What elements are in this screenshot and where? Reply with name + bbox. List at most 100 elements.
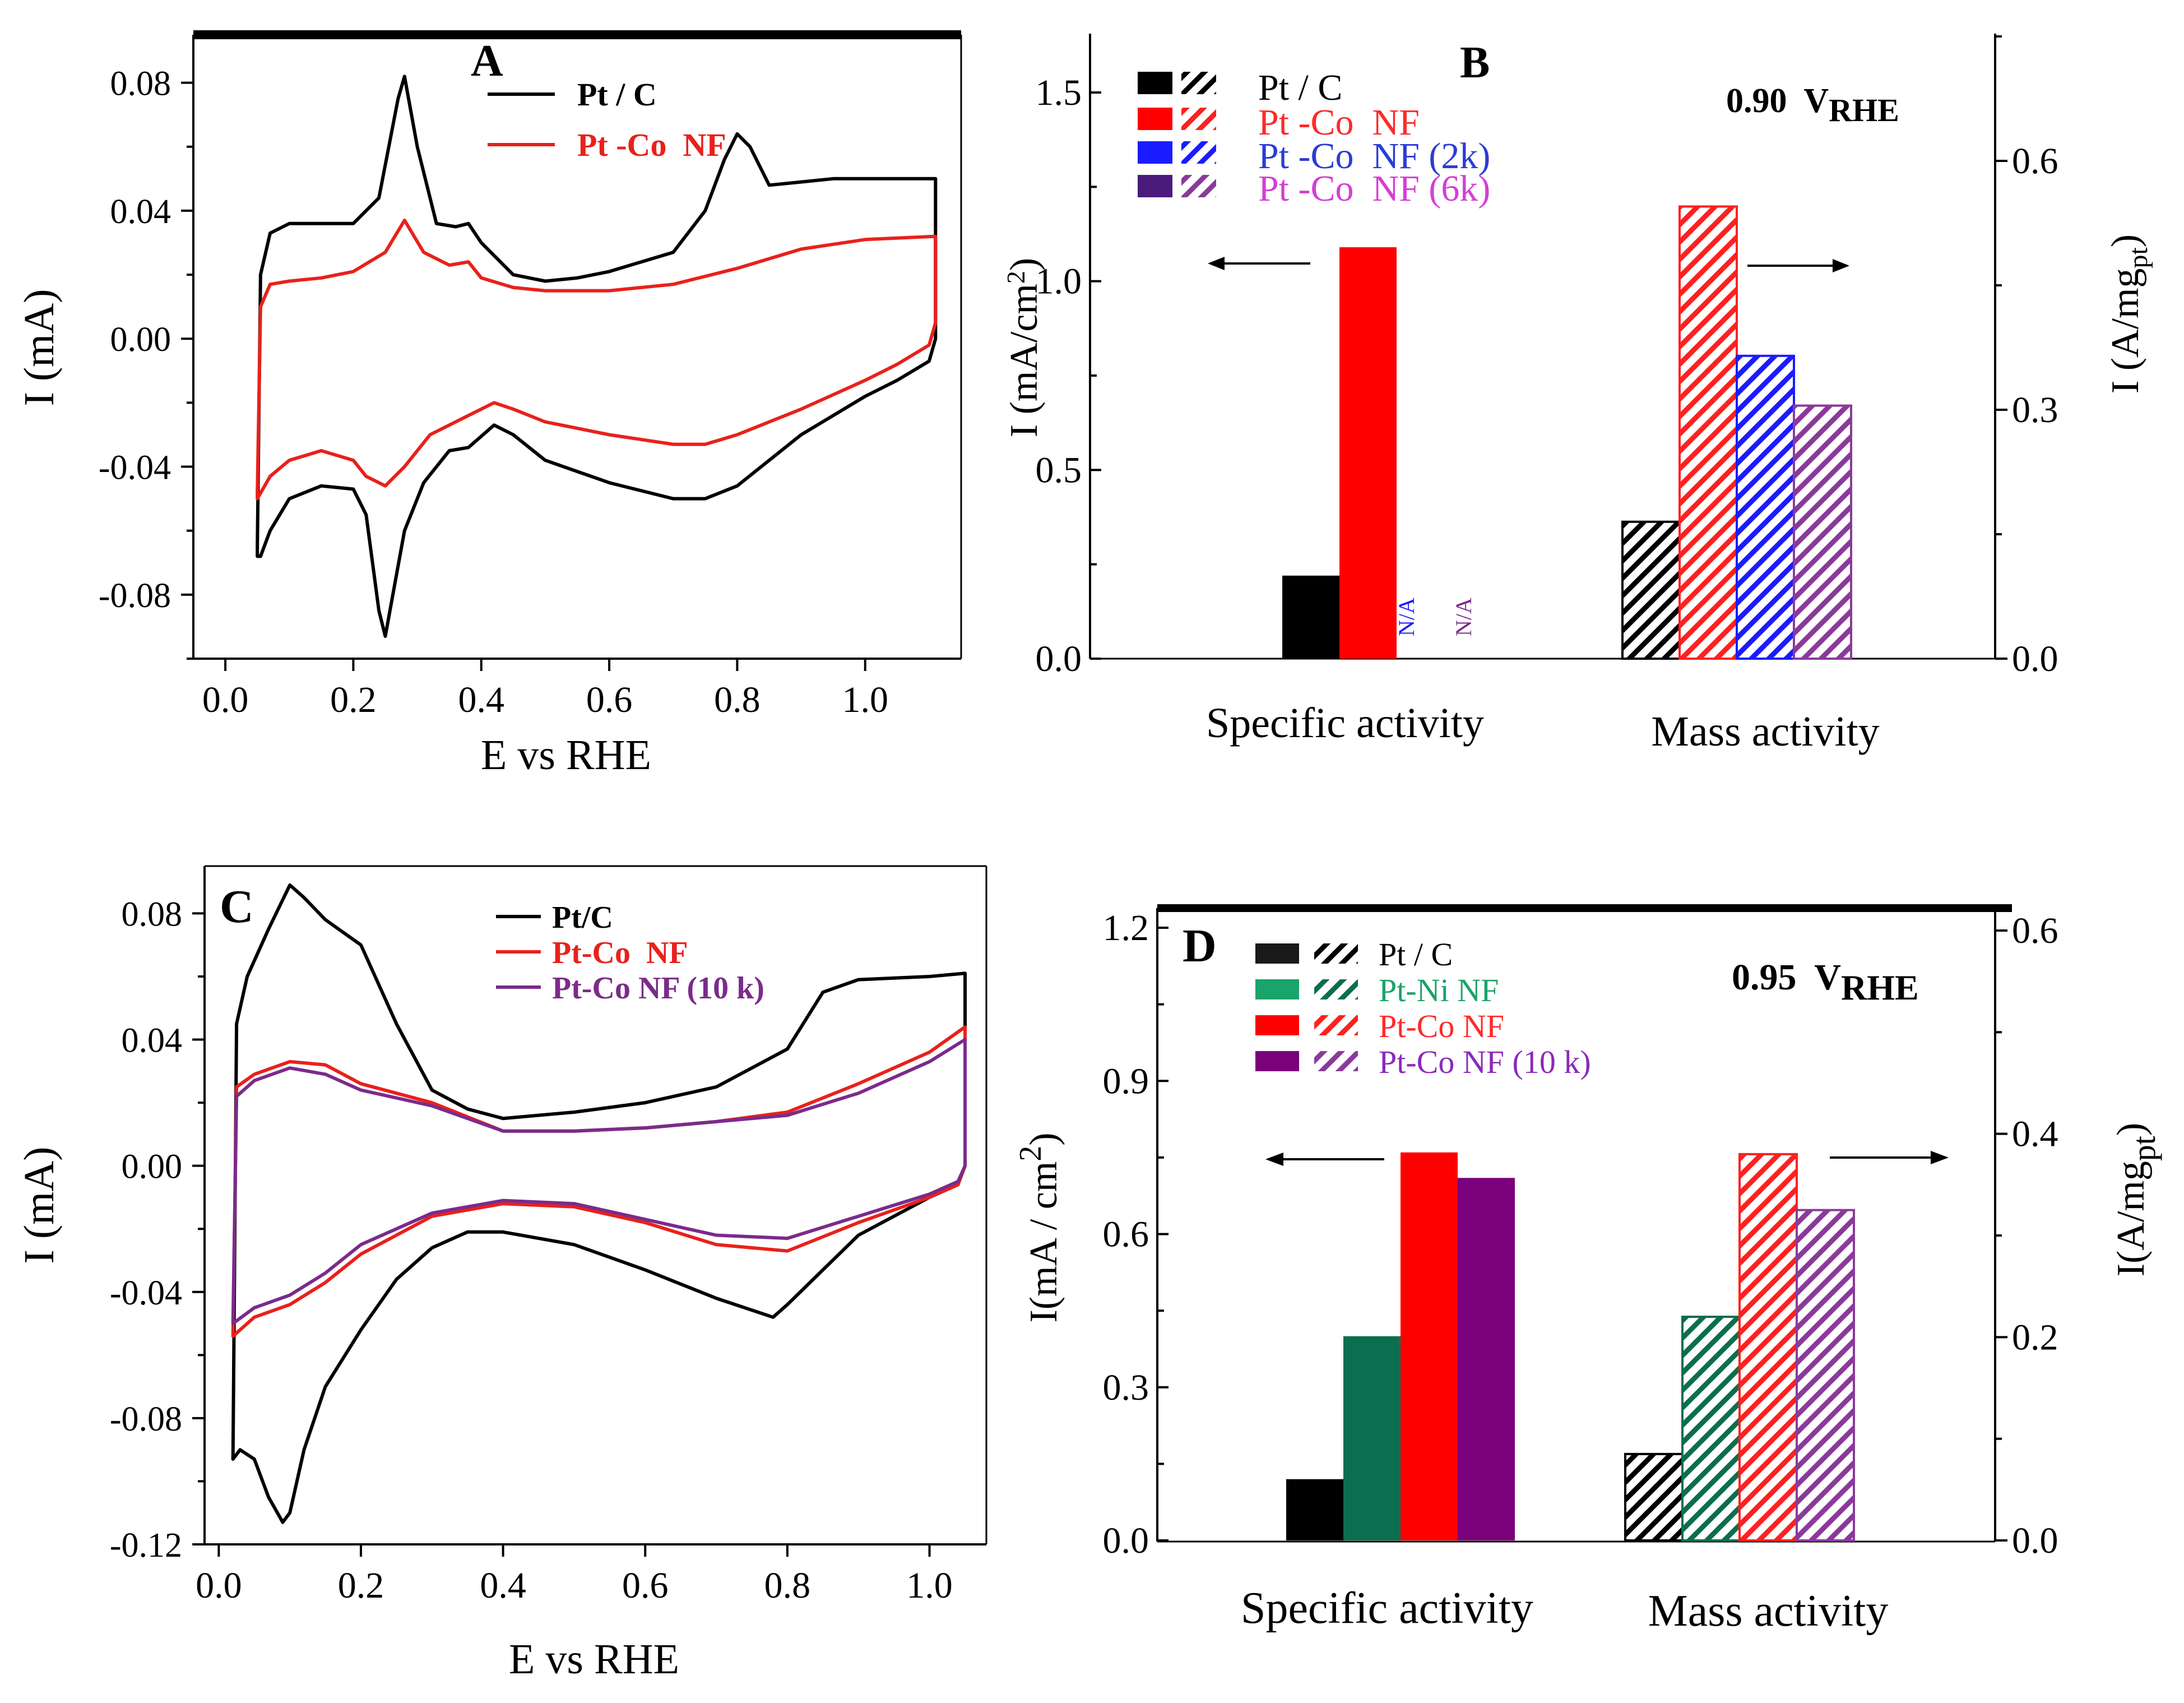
panel-c-legend: Pt/C Pt-Co NF Pt-Co NF (10 k) <box>496 900 764 1006</box>
panel-d-right-tick-label: 0.2 <box>2012 1317 2058 1358</box>
panel-b-left-tick-label: 1.5 <box>1036 72 1082 113</box>
legend-b-ptco2k-hatch <box>1181 141 1216 164</box>
panel-b-bar-mass-pt-c <box>1621 520 1681 660</box>
legend-d-ptco10k-solid <box>1255 1051 1299 1071</box>
panel-d-bar-specific-pt-co-nf <box>1401 1152 1458 1540</box>
panel-b-right-tick-label: 0.0 <box>2012 638 2058 679</box>
panel-d-bar-mass-pt-co-nf-10-k <box>1796 1209 1855 1542</box>
panel-b-bar-specific-pt-co-nf <box>1339 247 1397 659</box>
legend-d-ptco-label: Pt-Co NF <box>1379 1008 1504 1044</box>
legend-d-ptni-hatch <box>1314 979 1358 999</box>
panel-a-curves <box>256 75 938 638</box>
panel-c-x-tick-label: 0.0 <box>196 1565 242 1606</box>
panel-a-x-label: E vs RHE <box>481 732 651 779</box>
panel-a-letter: A <box>471 36 503 86</box>
panel-d-left-tick-label: 0.3 <box>1103 1367 1149 1408</box>
panel-d-bar-specific-pt-c <box>1286 1479 1343 1540</box>
panel-b-arrow-right <box>1747 259 1849 272</box>
panel-b-left-tick-label: 0.0 <box>1036 638 1082 679</box>
panel-a-y-tick-label: 0.08 <box>110 65 171 103</box>
legend-b-ptco-label: Pt -Co NF <box>1258 102 1420 143</box>
panel-d-right-tick-label: 0.0 <box>2012 1520 2058 1561</box>
panel-d-bar-mass-pt-c <box>1624 1452 1684 1542</box>
legend-b-ptc-hatch <box>1181 72 1216 94</box>
panel-c-x-tick-label: 0.4 <box>480 1565 526 1606</box>
panel-d-right-tick-label: 0.4 <box>2012 1114 2058 1155</box>
panel-b-na-label-pt-co-nf-2k: N/A <box>1394 598 1419 636</box>
panel-a-x-tick-label: 0.6 <box>586 679 633 720</box>
panel-b-category-specific: Specific activity <box>1206 700 1484 747</box>
legend-b-ptco2k-label: Pt -Co NF (2k) <box>1258 136 1490 177</box>
legend-b-ptco-hatch <box>1181 108 1216 130</box>
panel-c-y-tick-label: 0.04 <box>122 1022 183 1060</box>
panel-a-ticks: 0.0 0.2 0.4 0.6 0.8 1.0 -0.08 -0.04 0.00 0.04 0.08 <box>99 65 888 720</box>
panel-a-curve-pt-c <box>256 75 938 638</box>
panel-d-ticks: 0.0 0.3 0.6 0.9 1.2 0.0 0.2 0.4 0.6 <box>1103 908 2058 1561</box>
panel-d-category-specific: Specific activity <box>1241 1584 1533 1633</box>
panel-d-letter: D <box>1183 920 1217 972</box>
panel-a-legend-label-ptco: Pt -Co NF <box>577 127 726 163</box>
panel-a-y-tick-label: -0.04 <box>99 449 171 487</box>
panel-d-arrow-left <box>1265 1153 1384 1166</box>
panel-a-y-tick-label: -0.08 <box>99 577 171 615</box>
panel-c-curve-pt-co-nf <box>231 1025 967 1338</box>
panel-b-na-label-pt-co-nf-6k: N/A <box>1451 598 1476 636</box>
panel-a-legend: Pt / C Pt -Co NF <box>488 76 726 163</box>
panel-b-bar-mass-pt-co-nf-6k <box>1793 404 1852 660</box>
panel-b-y-label-left: I (mA/cm2) <box>1001 258 1046 437</box>
legend-d-ptni-solid <box>1255 979 1299 999</box>
panel-c-y-tick-label: -0.04 <box>110 1274 182 1312</box>
panel-c-curve-pt-co-nf-10-k <box>231 1038 967 1325</box>
panel-d-left-tick-label: 1.2 <box>1103 908 1149 948</box>
legend-b-ptc-solid <box>1138 72 1172 94</box>
panel-b-bars: N/A N/A <box>1282 205 1852 660</box>
legend-d-ptc-solid <box>1255 943 1299 964</box>
legend-d-ptco10k-label: Pt-Co NF (10 k) <box>1379 1044 1591 1080</box>
legend-b-ptco2k-solid <box>1138 141 1172 164</box>
panel-c-x-label: E vs RHE <box>509 1636 679 1683</box>
panel-b-potential: 0.90 VRHE <box>1726 82 1899 128</box>
panel-d-potential: 0.95 VRHE <box>1732 957 1919 1007</box>
legend-b-ptco-solid <box>1138 108 1172 130</box>
panel-c-curves <box>231 883 967 1524</box>
panel-a-y-label: I (mA) <box>16 289 63 406</box>
panel-a-curve-pt-co-nf <box>256 219 938 501</box>
panel-c-x-tick-label: 0.6 <box>622 1565 669 1606</box>
panel-a-x-tick-label: 0.2 <box>330 679 377 720</box>
panel-b-legend: Pt / C Pt -Co NF Pt -Co NF (2k) Pt -Co N… <box>1138 67 1490 209</box>
legend-b-ptc-label: Pt / C <box>1258 67 1342 108</box>
panel-a-x-tick-label: 0.0 <box>202 679 249 720</box>
panel-c-y-tick-label: -0.12 <box>110 1526 182 1565</box>
panel-c-x-tick-label: 0.8 <box>764 1565 811 1606</box>
panel-b-bar-mass-pt-co-nf <box>1678 205 1738 660</box>
panel-d-left-tick-label: 0.6 <box>1103 1214 1149 1255</box>
panel-c-legend-label-ptco: Pt-Co NF <box>552 936 688 970</box>
panel-b-y-label-right: I (A/mgpt) <box>2104 234 2153 394</box>
panel-d-bar-specific-pt-ni-nf <box>1343 1336 1401 1540</box>
legend-b-ptco6k-solid <box>1138 175 1172 197</box>
panel-c-y-label: I (mA) <box>16 1147 63 1264</box>
panel-b-left-tick-label: 1.0 <box>1036 261 1082 302</box>
panel-d-bar-mass-pt-ni-nf <box>1681 1316 1741 1542</box>
panel-b-bar-specific-pt-c <box>1282 575 1339 659</box>
panel-b: 0.0 0.5 1.0 1.5 0.0 0.3 0.6 N/A N/A B 0.90 VRHE… <box>1001 34 2153 755</box>
panel-c-y-tick-label: 0.08 <box>122 895 183 933</box>
legend-d-ptc-hatch <box>1314 943 1358 964</box>
panel-b-ticks: 0.0 0.5 1.0 1.5 0.0 0.3 0.6 <box>1036 35 2058 679</box>
panel-c: 0.0 0.2 0.4 0.6 0.8 1.0 -0.12 -0.08 -0.04 0.00 0.0… <box>16 865 987 1683</box>
panel-d-bar-mass-pt-co-nf <box>1738 1153 1798 1542</box>
panel-d-left-tick-label: 0.0 <box>1103 1520 1149 1561</box>
panel-a-x-tick-label: 0.4 <box>458 679 505 720</box>
panel-b-right-tick-label: 0.3 <box>2012 390 2058 431</box>
panel-d-legend: Pt / C Pt-Ni NF Pt-Co NF Pt-Co NF (10 k) <box>1255 936 1591 1080</box>
panel-c-y-tick-label: -0.08 <box>110 1400 182 1438</box>
panel-b-bar-mass-pt-co-nf-2k <box>1736 354 1795 660</box>
legend-d-ptco-hatch <box>1314 1015 1358 1035</box>
legend-d-ptco10k-hatch <box>1314 1051 1358 1071</box>
panel-c-y-tick-label: 0.00 <box>122 1148 183 1186</box>
panel-c-x-tick-label: 0.2 <box>338 1565 384 1606</box>
panel-b-letter: B <box>1460 38 1490 87</box>
panel-b-category-mass: Mass activity <box>1651 708 1879 755</box>
panel-d-y-label-right: I(A/mgpt) <box>2109 1123 2162 1277</box>
panel-d-category-mass: Mass activity <box>1648 1586 1889 1636</box>
